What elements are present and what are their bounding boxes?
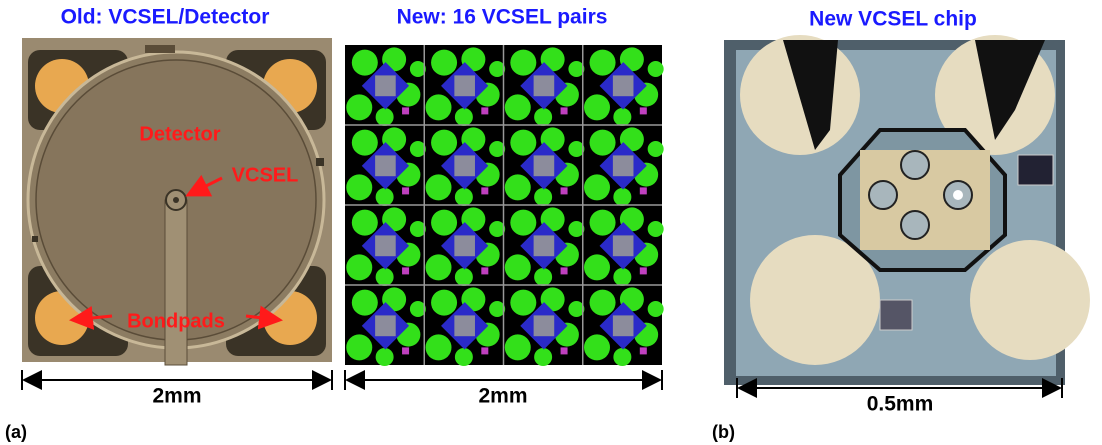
- scale-label: 2mm: [152, 385, 201, 408]
- layout-shape: [426, 334, 452, 360]
- layout-shape: [534, 315, 555, 336]
- layout-shape: [613, 235, 634, 256]
- layout-shape: [454, 155, 475, 176]
- layout-shape: [590, 210, 616, 236]
- layout-shape: [640, 267, 647, 274]
- layout-shape: [648, 61, 664, 77]
- layout-shape: [534, 268, 552, 286]
- scale-label: 0.5mm: [867, 393, 934, 416]
- layout-shape: [431, 130, 457, 156]
- panel-title: New: 16 VCSEL pairs: [397, 6, 608, 29]
- layout-shape: [510, 50, 536, 76]
- layout-shape: [431, 290, 457, 316]
- layout-shape: [584, 174, 610, 200]
- layout-shape: [455, 268, 473, 286]
- layout-shape: [426, 174, 452, 200]
- layout-shape: [613, 315, 634, 336]
- label: VCSEL: [232, 164, 299, 186]
- layout-shape: [376, 108, 394, 126]
- layout-shape: [346, 174, 372, 200]
- layout-shape: [534, 75, 555, 96]
- panel-title: New VCSEL chip: [809, 8, 977, 31]
- layout-shape: [375, 315, 396, 336]
- layout-shape: [534, 108, 552, 126]
- layout-shape: [510, 210, 536, 236]
- layout-shape: [481, 187, 488, 194]
- layout-shape: [481, 107, 488, 114]
- layout-shape: [505, 174, 531, 200]
- layout-shape: [402, 107, 409, 114]
- layout-shape: [613, 348, 631, 366]
- layout-shape: [455, 108, 473, 126]
- layout-shape: [481, 267, 488, 274]
- layout-shape: [376, 188, 394, 206]
- layout-shape: [352, 130, 378, 156]
- caption: (b): [712, 422, 735, 442]
- layout-shape: [426, 94, 452, 120]
- layout-shape: [431, 210, 457, 236]
- layout-shape: [613, 268, 631, 286]
- layout-shape: [640, 107, 647, 114]
- label: Detector: [139, 123, 220, 145]
- layout-shape: [613, 108, 631, 126]
- layout-shape: [613, 188, 631, 206]
- caption: (a): [5, 422, 27, 442]
- layout-shape: [352, 50, 378, 76]
- layout-shape: [455, 348, 473, 366]
- layout-shape: [352, 290, 378, 316]
- layout-shape: [561, 187, 568, 194]
- layout-shape: [454, 75, 475, 96]
- layout-shape: [590, 50, 616, 76]
- layout-shape: [376, 268, 394, 286]
- layout-shape: [346, 334, 372, 360]
- layout-shape: [376, 348, 394, 366]
- layout-shape: [584, 94, 610, 120]
- layout-shape: [454, 315, 475, 336]
- layout-shape: [648, 141, 664, 157]
- layout-shape: [534, 348, 552, 366]
- layout-shape: [590, 130, 616, 156]
- layout-shape: [375, 235, 396, 256]
- layout-shape: [375, 155, 396, 176]
- scale-label: 2mm: [478, 385, 527, 408]
- layout-shape: [454, 235, 475, 256]
- layout-shape: [346, 254, 372, 280]
- layout-shape: [648, 221, 664, 237]
- layout-shape: [640, 347, 647, 354]
- figure: Detector VCSEL Bondpads Old: VCSEL/Detec…: [0, 0, 1102, 445]
- panel-title: Old: VCSEL/Detector: [61, 6, 270, 29]
- layout-shape: [561, 347, 568, 354]
- layout-shape: [505, 334, 531, 360]
- layout-shape: [481, 347, 488, 354]
- layout-shape: [561, 107, 568, 114]
- layout-shape: [402, 267, 409, 274]
- layout-shape: [561, 267, 568, 274]
- layout-shape: [431, 50, 457, 76]
- layout-shape: [402, 187, 409, 194]
- layout-shape: [352, 210, 378, 236]
- layout-shape: [505, 254, 531, 280]
- layout-shape: [648, 301, 664, 317]
- layout-shape: [640, 187, 647, 194]
- layout-shape: [510, 130, 536, 156]
- label: Bondpads: [127, 310, 225, 332]
- layout-shape: [534, 155, 555, 176]
- new-chip-photo: [724, 35, 1090, 385]
- layout-shape: [346, 94, 372, 120]
- layout-shape: [613, 75, 634, 96]
- layout-shape: [505, 94, 531, 120]
- layout-shape: [510, 290, 536, 316]
- layout-shape: [375, 75, 396, 96]
- vcsel-array-layout: [345, 45, 664, 366]
- layout-shape: [455, 188, 473, 206]
- layout-shape: [584, 254, 610, 280]
- layout-shape: [426, 254, 452, 280]
- layout-shape: [402, 347, 409, 354]
- layout-shape: [584, 334, 610, 360]
- layout-shape: [534, 188, 552, 206]
- layout-shape: [613, 155, 634, 176]
- layout-shape: [590, 290, 616, 316]
- layout-shape: [534, 235, 555, 256]
